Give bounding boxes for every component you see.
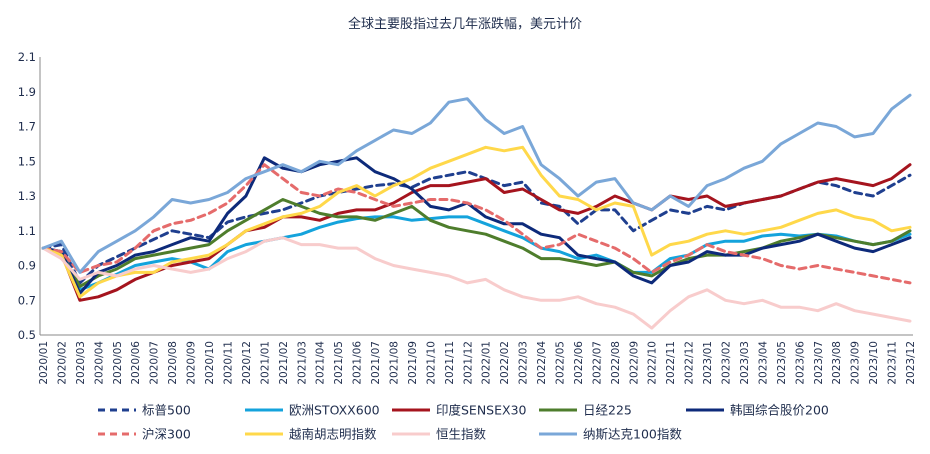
x-tick-label: 2020/07 xyxy=(149,341,161,385)
x-tick-label: 2021/06 xyxy=(352,341,364,385)
x-tick-label: 2021/04 xyxy=(315,341,327,385)
series-lines xyxy=(41,93,912,330)
x-tick-label: 2021/07 xyxy=(370,341,382,385)
x-tick-label: 2023/11 xyxy=(887,341,899,385)
x-tick-label: 2020/09 xyxy=(186,341,198,385)
y-tick-label: 0.5 xyxy=(18,328,36,342)
series-line xyxy=(41,163,912,302)
y-tick-label: 2.1 xyxy=(18,50,36,64)
y-tick-labels: 0.5 0.7 0.9 1.1 1.3 1.5 1.7 1.9 2.1 xyxy=(18,50,36,342)
x-tick-label: 2022/02 xyxy=(499,341,511,385)
legend-label: 纳斯达克100指数 xyxy=(583,427,682,442)
y-tick-label: 0.7 xyxy=(18,293,36,307)
x-tick-label: 2023/07 xyxy=(813,341,825,385)
x-tick-labels: 2020/01 2020/02 2020/03 2020/04 2020/05 2020/… xyxy=(38,341,917,385)
x-tick-label: 2022/08 xyxy=(610,341,622,385)
x-tick-label: 2023/01 xyxy=(702,341,714,385)
series-line xyxy=(41,163,912,285)
x-tick-label: 2023/08 xyxy=(831,341,843,385)
x-tick-label: 2020/03 xyxy=(75,341,87,385)
x-tick-label: 2023/09 xyxy=(850,341,862,385)
legend-label: 印度SENSEX30 xyxy=(436,403,527,418)
x-tick-label: 2021/03 xyxy=(296,341,308,385)
x-tick-label: 2021/10 xyxy=(425,341,437,385)
x-tick-label: 2021/09 xyxy=(407,341,419,385)
x-tick-label: 2023/02 xyxy=(721,341,733,385)
series-line xyxy=(41,156,912,295)
series-line xyxy=(41,145,912,299)
x-tick-label: 2020/11 xyxy=(222,341,234,385)
x-tick-label: 2023/03 xyxy=(739,341,751,385)
y-tick-label: 1.1 xyxy=(18,224,36,238)
x-tick-label: 2022/05 xyxy=(555,341,567,385)
chart-title: 全球主要股指过去几年涨跌幅，美元计价 xyxy=(348,16,582,32)
x-tick-label: 2020/02 xyxy=(56,341,68,385)
x-tick-label: 2022/10 xyxy=(647,341,659,385)
x-tick-label: 2021/12 xyxy=(462,341,474,385)
legend-label: 韩国综合股价200 xyxy=(730,403,829,418)
x-tick-label: 2021/02 xyxy=(278,341,290,385)
x-tick-label: 2022/06 xyxy=(573,341,585,385)
x-tick-label: 2021/05 xyxy=(333,341,345,385)
legend-label: 标普500 xyxy=(142,403,191,418)
series-line xyxy=(41,93,912,274)
x-tick-label: 2022/07 xyxy=(591,341,603,385)
legend-label: 欧洲STOXX600 xyxy=(289,403,380,418)
legend-label: 越南胡志明指数 xyxy=(289,427,377,442)
x-tick-label: 2022/03 xyxy=(518,341,530,385)
x-tick-label: 2021/11 xyxy=(444,341,456,385)
x-tick-label: 2021/08 xyxy=(388,341,400,385)
legend-label: 沪深300 xyxy=(142,427,191,442)
x-tick-label: 2023/06 xyxy=(794,341,806,385)
x-tick-label: 2020/05 xyxy=(112,341,124,385)
legend: 标普500 欧洲STOXX600 印度SENSEX30 日经225 韩国综合股价200 沪… xyxy=(98,403,829,442)
x-tick-label: 2022/12 xyxy=(684,341,696,385)
x-tick-label: 2020/04 xyxy=(93,341,105,385)
y-tick-label: 1.5 xyxy=(18,154,36,168)
y-tick-label: 0.9 xyxy=(18,259,36,273)
x-tick-label: 2022/04 xyxy=(536,341,548,385)
x-tick-label: 2020/12 xyxy=(241,341,253,385)
x-tick-label: 2020/01 xyxy=(38,341,50,385)
x-tick-label: 2020/08 xyxy=(167,341,179,385)
x-tick-label: 2023/10 xyxy=(868,341,880,385)
x-tick-label: 2022/11 xyxy=(665,341,677,385)
x-tick-label: 2023/04 xyxy=(757,341,769,385)
legend-label: 恒生指数 xyxy=(436,427,487,442)
legend-label: 日经225 xyxy=(583,403,632,418)
series-line xyxy=(41,236,912,330)
y-tick-label: 1.3 xyxy=(18,189,36,203)
x-tick-label: 2023/12 xyxy=(905,341,917,385)
x-tick-label: 2020/10 xyxy=(204,341,216,385)
x-tick-label: 2023/05 xyxy=(776,341,788,385)
x-tick-label: 2021/01 xyxy=(259,341,271,385)
y-tick-label: 1.7 xyxy=(18,120,36,134)
y-tick-label: 1.9 xyxy=(18,85,36,99)
x-tick-label: 2022/01 xyxy=(481,341,493,385)
x-tick-label: 2020/06 xyxy=(130,341,142,385)
x-tick-label: 2022/09 xyxy=(628,341,640,385)
